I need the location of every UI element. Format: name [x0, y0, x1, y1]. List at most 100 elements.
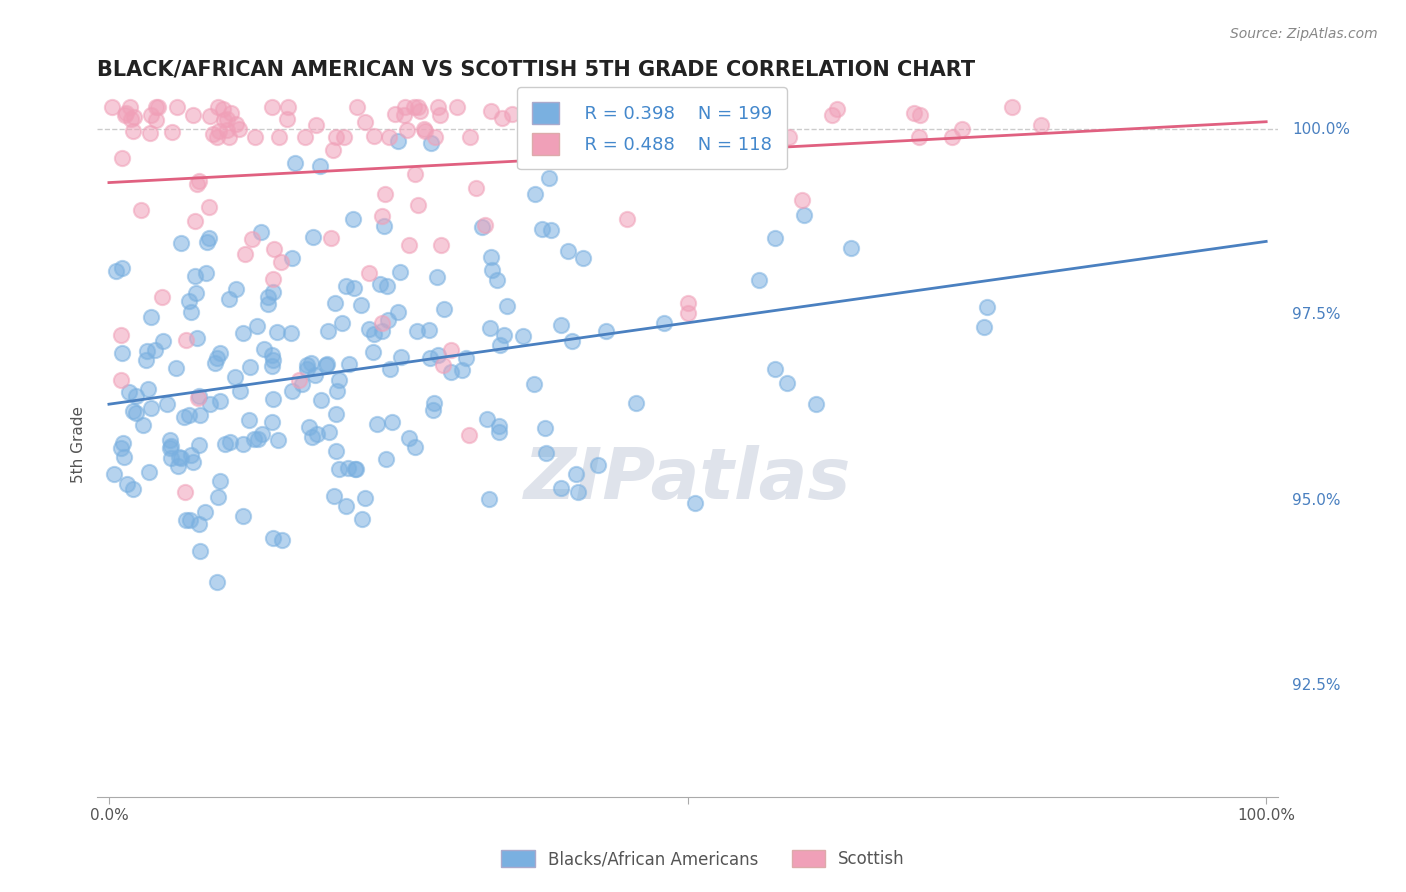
Point [491, 111, 513, 125]
Text: 100.0%: 100.0% [1292, 122, 1350, 136]
Point [262, 347, 284, 361]
Point [406, 198, 429, 212]
Point [432, 358, 454, 372]
Point [624, 129, 647, 144]
Point [238, 413, 260, 427]
Point [359, 266, 381, 280]
Point [839, 241, 862, 255]
Point [350, 512, 373, 526]
Point [284, 155, 307, 169]
Point [821, 107, 844, 121]
Point [325, 443, 347, 458]
Point [394, 100, 416, 114]
Point [342, 212, 364, 227]
Point [225, 117, 247, 131]
Point [270, 533, 292, 548]
Point [125, 406, 148, 420]
Point [167, 459, 190, 474]
Point [398, 238, 420, 252]
Point [208, 345, 231, 359]
Point [129, 203, 152, 218]
Point [343, 281, 366, 295]
Point [122, 404, 145, 418]
Point [366, 417, 388, 431]
Point [763, 362, 786, 376]
Point [419, 351, 441, 366]
Point [678, 306, 700, 320]
Point [595, 324, 617, 338]
Point [489, 338, 512, 352]
Point [346, 100, 368, 114]
Point [363, 128, 385, 143]
Point [239, 360, 262, 375]
Point [488, 418, 510, 433]
Point [318, 425, 340, 439]
Point [309, 392, 332, 407]
Point [371, 316, 394, 330]
Point [257, 297, 280, 311]
Point [778, 129, 800, 144]
Point [305, 426, 328, 441]
Point [159, 442, 181, 456]
Point [295, 358, 318, 372]
Point [908, 107, 931, 121]
Point [579, 110, 602, 124]
Point [427, 100, 450, 114]
Point [114, 108, 136, 122]
Point [534, 446, 557, 460]
Point [761, 100, 783, 114]
Point [281, 252, 304, 266]
Point [488, 425, 510, 439]
Point [266, 325, 288, 339]
Point [827, 103, 849, 117]
Point [228, 122, 250, 136]
Point [246, 318, 269, 333]
Point [136, 382, 159, 396]
Point [207, 490, 229, 504]
Point [301, 230, 323, 244]
Point [409, 103, 432, 118]
Point [1001, 100, 1024, 114]
Point [373, 219, 395, 233]
Point [544, 129, 567, 144]
Point [162, 125, 184, 139]
Point [211, 102, 233, 116]
Legend: Blacks/African Americans, Scottish: Blacks/African Americans, Scottish [495, 843, 911, 875]
Point [197, 200, 219, 214]
Point [572, 251, 595, 265]
Point [806, 397, 828, 411]
Point [540, 223, 562, 237]
Point [471, 219, 494, 234]
Point [176, 513, 198, 527]
Point [316, 324, 339, 338]
Point [232, 436, 254, 450]
Point [111, 260, 134, 275]
Point [110, 441, 132, 455]
Point [457, 427, 479, 442]
Point [602, 100, 624, 114]
Point [215, 112, 238, 127]
Point [456, 351, 478, 366]
Point [262, 416, 284, 430]
Point [176, 333, 198, 347]
Point [429, 107, 451, 121]
Point [515, 129, 537, 144]
Point [586, 458, 609, 472]
Point [233, 247, 256, 261]
Point [198, 231, 221, 245]
Point [270, 255, 292, 269]
Point [678, 295, 700, 310]
Text: 92.5%: 92.5% [1292, 678, 1340, 693]
Point [111, 435, 134, 450]
Point [322, 489, 344, 503]
Point [218, 129, 240, 144]
Point [181, 107, 204, 121]
Point [413, 124, 436, 138]
Point [179, 294, 201, 309]
Point [138, 465, 160, 479]
Point [298, 420, 321, 434]
Point [375, 279, 398, 293]
Point [186, 331, 208, 345]
Point [404, 167, 426, 181]
Point [143, 343, 166, 358]
